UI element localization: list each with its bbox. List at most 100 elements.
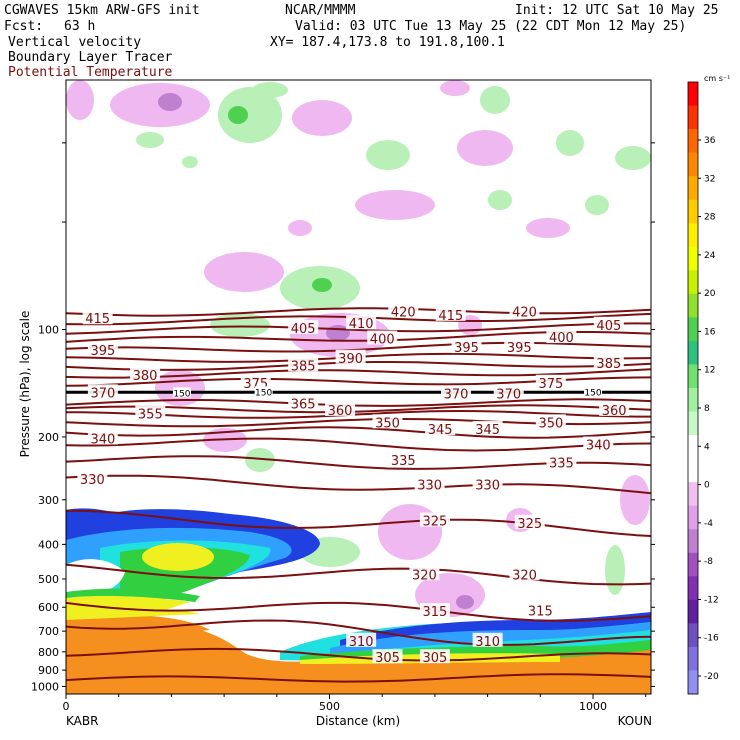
theta-label-bg <box>87 384 118 399</box>
colorbar-swatch <box>688 223 698 248</box>
theta-label-bg <box>414 476 445 491</box>
theta-label-bg <box>504 339 535 354</box>
colorbar-swatch <box>688 576 698 601</box>
header-xy: XY= 187.4,173.8 to 191.8,100.1 <box>270 35 505 50</box>
colorbar-label: 36 <box>704 136 716 146</box>
w-down-blob <box>620 475 650 525</box>
theta-label-bg <box>493 385 524 400</box>
theta-label-bg <box>135 405 166 420</box>
theta-label: 385 <box>596 357 621 372</box>
theta-label-bg <box>535 414 566 429</box>
theta-contour <box>66 647 651 662</box>
w-down-blob <box>292 100 352 136</box>
small-label: 150 <box>255 388 272 398</box>
theta-label-bg <box>451 339 482 354</box>
theta-label: 325 <box>517 517 542 532</box>
theta-label: 365 <box>291 397 316 412</box>
theta-contour <box>66 509 651 537</box>
colorbar-swatch <box>688 152 698 177</box>
tracer-green-band <box>66 588 200 602</box>
w-up-blob <box>605 545 625 595</box>
x-tick-label: 1000 <box>579 700 607 713</box>
w-down-blob <box>355 190 435 220</box>
theta-contour <box>66 426 651 439</box>
small-label: 150 <box>173 389 190 399</box>
colorbar-label: 12 <box>704 366 715 376</box>
theta-label: 355 <box>138 408 163 423</box>
colorbar-unit: cm s⁻¹ <box>704 74 730 83</box>
colorbar-swatch <box>688 482 698 507</box>
theta-label: 345 <box>428 423 453 438</box>
y-tick-label: 300 <box>38 494 59 507</box>
theta-contour <box>66 368 651 379</box>
w-down-core <box>158 93 182 111</box>
colorbar-swatch <box>688 552 698 577</box>
colorbar-swatch <box>688 364 698 389</box>
x-tick-label: 0 <box>63 700 70 713</box>
y-tick-label: 1000 <box>31 680 59 693</box>
colorbar-swatch <box>688 670 698 695</box>
theta-label: 370 <box>496 387 521 402</box>
small-label-bg <box>172 387 191 398</box>
theta-label: 405 <box>596 319 621 334</box>
colorbar-swatch <box>688 176 698 201</box>
header-field-bl-tracer: Boundary Layer Tracer <box>8 50 173 65</box>
colorbar-swatch <box>688 270 698 295</box>
colorbar-swatch <box>688 129 698 154</box>
colorbar-label: 24 <box>704 251 716 261</box>
theta-label: 370 <box>444 387 469 402</box>
theta-label-bg <box>82 310 113 325</box>
colorbar-swatch <box>688 623 698 648</box>
theta-label-bg <box>535 374 566 389</box>
theta-label: 360 <box>602 404 627 419</box>
theta-label: 405 <box>291 322 316 337</box>
theta-label: 335 <box>391 454 416 469</box>
theta-label-bg <box>583 436 614 451</box>
colorbar-label: 20 <box>704 289 716 299</box>
theta-contour <box>66 619 651 646</box>
theta-label: 410 <box>349 317 374 332</box>
theta-label: 360 <box>328 404 353 419</box>
theta-contour <box>66 474 651 495</box>
w-up-blob <box>585 195 609 215</box>
w-down-blob <box>66 80 94 120</box>
theta-label-bg <box>288 319 319 334</box>
header-valid: Valid: 03 UTC Tue 13 May 25 (22 CDT Mon … <box>295 19 687 34</box>
theta-label-bg <box>87 430 118 445</box>
theta-label: 400 <box>370 333 395 348</box>
theta-label: 395 <box>90 344 115 359</box>
w-down-blob <box>288 220 312 236</box>
header-model: CGWAVES 15km ARW-GFS init <box>4 3 200 18</box>
theta-label: 305 <box>423 651 448 666</box>
theta-label-bg <box>509 303 540 318</box>
w-up-blob <box>245 448 275 472</box>
tracer-blue-strip <box>66 508 140 535</box>
theta-label-bg <box>346 315 377 330</box>
colorbar-swatch <box>688 646 698 671</box>
w-down-blob <box>457 130 513 166</box>
theta-label: 380 <box>133 369 158 384</box>
y-tick-label: 700 <box>38 625 59 638</box>
theta-contour <box>66 322 651 335</box>
theta-label-bg <box>546 454 577 469</box>
theta-label-bg <box>335 349 366 364</box>
theta-label-bg <box>388 451 419 466</box>
theta-label: 305 <box>375 651 400 666</box>
x-endpoint-right: KOUN <box>618 714 652 728</box>
colorbar-swatch <box>688 435 698 460</box>
theta-label: 350 <box>538 416 563 431</box>
w-up-blob <box>252 82 288 98</box>
theta-label: 350 <box>375 416 400 431</box>
colorbar-swatch <box>688 199 698 224</box>
theta-contour <box>66 563 651 586</box>
colorbar-swatch <box>688 505 698 530</box>
w-up-blob <box>615 146 651 170</box>
header-fcst-label: Fcst: <box>4 19 44 34</box>
theta-label: 375 <box>538 377 563 392</box>
colorbar-swatch <box>688 340 698 365</box>
colorbar-swatch <box>688 458 698 483</box>
theta-label: 395 <box>507 341 532 356</box>
y-tick-label: 400 <box>38 538 59 551</box>
theta-label: 420 <box>391 305 416 320</box>
